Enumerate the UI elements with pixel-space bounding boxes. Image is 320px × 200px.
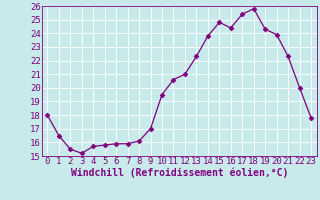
- X-axis label: Windchill (Refroidissement éolien,°C): Windchill (Refroidissement éolien,°C): [70, 167, 288, 178]
